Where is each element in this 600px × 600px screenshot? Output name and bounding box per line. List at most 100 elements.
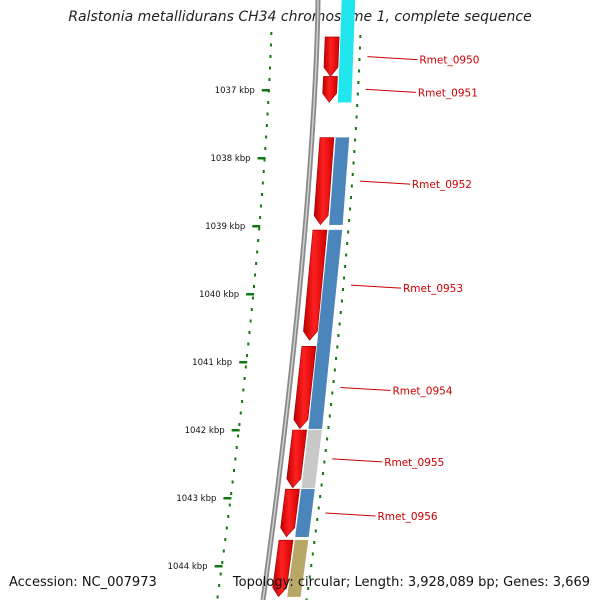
topology-stats-text: Topology: circular; Length: 3,928,089 bp…: [232, 575, 590, 590]
content-dot-inner: [248, 331, 251, 334]
content-dot-inner: [237, 434, 240, 438]
content-dot-inner: [260, 193, 263, 196]
content-dot-outer: [355, 115, 358, 119]
scale-tick-mark: [246, 293, 255, 296]
content-dot-inner: [265, 124, 268, 127]
content-dot-outer: [326, 437, 329, 441]
gene-arrow[interactable]: [323, 36, 340, 77]
content-dot-inner: [267, 101, 270, 104]
content-dot-outer: [358, 46, 361, 50]
content-dot-outer: [354, 127, 357, 130]
content-dot-inner: [260, 204, 263, 208]
content-dot-outer: [327, 426, 330, 429]
scale-tick-label: 1038 kbp: [211, 154, 251, 164]
content-dot-outer: [328, 414, 331, 418]
gene-arrow[interactable]: [286, 429, 307, 489]
content-dot-inner: [231, 480, 234, 484]
gene-label-leader: [350, 284, 402, 289]
content-dot-outer: [340, 299, 343, 303]
gene-arrow[interactable]: [303, 229, 328, 341]
content-dot-inner: [250, 308, 253, 311]
content-dot-outer: [356, 92, 359, 96]
content-dot-outer: [332, 380, 335, 383]
scale-tick-mark: [214, 565, 223, 568]
backbone-highlight: [262, 0, 319, 600]
gene-label[interactable]: Rmet_0956: [378, 511, 438, 523]
cog-category-block: [301, 429, 322, 489]
gene-label[interactable]: Rmet_0950: [419, 55, 479, 67]
content-dot-inner: [252, 285, 255, 288]
content-dot-inner: [238, 423, 241, 426]
content-dot-outer: [354, 138, 357, 142]
content-dot-outer: [345, 253, 348, 257]
scale-tick-mark: [252, 225, 261, 228]
gene-track: [272, 36, 340, 598]
content-dot-inner: [216, 595, 219, 599]
scale-tick-label: 1042 kbp: [185, 426, 225, 436]
gene-label[interactable]: Rmet_0953: [403, 283, 463, 295]
content-dot-inner: [258, 227, 261, 231]
cog-category-block: [308, 229, 343, 429]
scale-tick-mark: [231, 429, 240, 432]
content-dot-outer: [341, 288, 344, 291]
gene-label[interactable]: Rmet_0954: [392, 386, 452, 398]
content-dot-inner: [246, 354, 249, 357]
content-dot-outer: [308, 575, 311, 579]
content-dot-outer: [344, 265, 347, 268]
scale-tick-label: 1037 kbp: [215, 86, 255, 96]
content-dot-inner: [218, 584, 221, 587]
content-dot-inner: [270, 32, 273, 35]
cog-track: [287, 0, 356, 597]
scale-tick-mark: [223, 497, 232, 500]
content-dot-inner: [239, 411, 242, 415]
content-dot-inner: [235, 446, 238, 449]
gene-arrow[interactable]: [272, 539, 294, 598]
content-dot-outer: [357, 81, 360, 84]
content-dot-outer: [324, 449, 327, 452]
content-dot-outer: [313, 541, 316, 544]
content-dot-outer: [357, 69, 360, 73]
content-dot-outer: [348, 219, 351, 222]
content-dot-outer: [337, 334, 340, 337]
content-dot-inner: [219, 572, 222, 576]
content-dot-inner: [251, 296, 254, 300]
gene-label[interactable]: Rmet_0955: [384, 457, 444, 469]
gene-arrow[interactable]: [293, 346, 317, 430]
gene-label[interactable]: Rmet_0952: [412, 179, 472, 191]
content-dot-inner: [255, 262, 258, 265]
content-dot-inner: [228, 503, 231, 507]
content-dot-inner: [242, 388, 245, 392]
content-dot-outer: [351, 173, 354, 176]
content-dot-inner: [263, 158, 266, 162]
content-dot-outer: [331, 391, 334, 395]
gene-label-leader: [367, 56, 418, 61]
scale-tick-label: 1043 kbp: [176, 494, 216, 504]
content-dot-outer: [356, 104, 359, 107]
content-dot-inner: [266, 112, 269, 116]
content-dot-outer: [307, 587, 310, 590]
content-dot-outer: [335, 357, 338, 360]
content-dot-inner: [268, 78, 271, 81]
content-dot-outer: [349, 196, 352, 199]
content-dot-outer: [346, 242, 349, 245]
content-dot-inner: [264, 147, 267, 150]
content-dot-outer: [323, 460, 326, 464]
gene-label-leader: [332, 458, 383, 463]
gene-arrow[interactable]: [313, 137, 335, 226]
content-dot-outer: [352, 161, 355, 165]
cog-category-block: [337, 0, 356, 103]
content-dot-inner: [234, 457, 237, 461]
content-dot-outer: [347, 230, 350, 234]
content-dot-inner: [225, 526, 228, 530]
content-dot-inner: [259, 216, 262, 219]
content-dot-inner: [265, 135, 268, 139]
content-dot-inner: [254, 273, 257, 277]
content-dot-inner: [221, 561, 224, 564]
gene-label[interactable]: Rmet_0951: [418, 87, 478, 99]
content-dot-inner: [244, 365, 247, 369]
gene-label-leader: [365, 88, 416, 93]
gene-arrow[interactable]: [322, 76, 338, 103]
gene-arrow[interactable]: [280, 488, 300, 538]
cog-category-block: [329, 137, 350, 225]
